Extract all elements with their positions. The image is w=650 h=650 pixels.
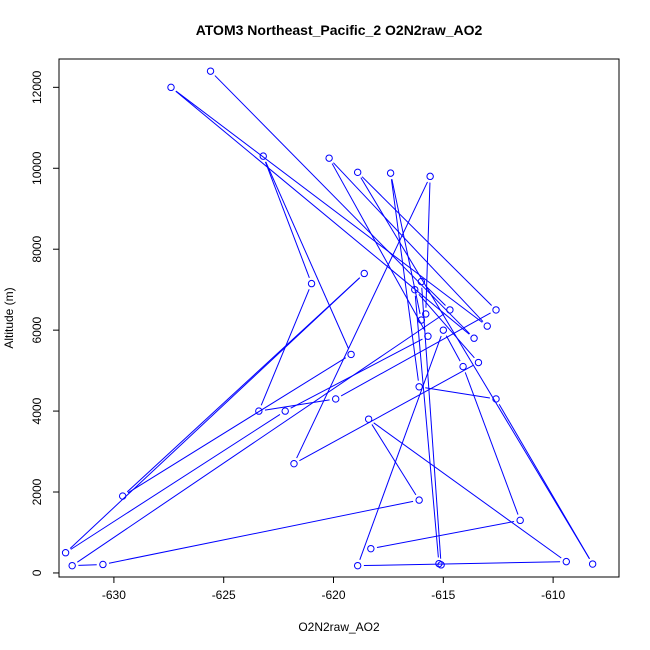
data-point bbox=[483, 322, 491, 330]
x-tick-label: -620 bbox=[321, 588, 345, 602]
x-tick-label: -615 bbox=[431, 588, 455, 602]
series-segment bbox=[361, 176, 492, 306]
chart-title: ATOM3 Northeast_Pacific_2 O2N2raw_AO2 bbox=[196, 22, 483, 38]
y-tick-label: 12000 bbox=[30, 70, 44, 104]
x-tick-label: -630 bbox=[102, 588, 126, 602]
series-segment bbox=[418, 294, 475, 359]
series-segment bbox=[464, 372, 519, 515]
series-segment bbox=[425, 285, 446, 306]
series-segment bbox=[391, 179, 421, 315]
data-point bbox=[118, 492, 127, 500]
series-segment bbox=[373, 422, 562, 559]
data-point bbox=[259, 152, 267, 160]
data-point bbox=[332, 395, 340, 403]
data-point bbox=[437, 561, 445, 569]
data-point bbox=[426, 172, 434, 181]
data-point bbox=[68, 561, 76, 570]
data-point bbox=[417, 277, 426, 286]
series-segment bbox=[175, 90, 470, 335]
data-point bbox=[417, 316, 426, 324]
data-point bbox=[360, 269, 368, 278]
series-segment bbox=[425, 387, 490, 399]
series-segment bbox=[363, 561, 561, 567]
data-point bbox=[492, 395, 500, 403]
x-tick-label: -610 bbox=[541, 588, 565, 602]
data-point bbox=[290, 459, 298, 468]
series-segment bbox=[78, 564, 97, 566]
data-series bbox=[61, 67, 597, 570]
series-segment bbox=[331, 163, 426, 332]
series-segment bbox=[108, 500, 414, 564]
data-point bbox=[474, 358, 483, 367]
series-segment bbox=[265, 161, 350, 349]
series-segment bbox=[264, 161, 310, 278]
series-segment bbox=[376, 521, 515, 549]
series-segment bbox=[70, 414, 281, 550]
data-point bbox=[167, 83, 175, 92]
y-tick-label: 6000 bbox=[30, 316, 44, 343]
series-segment bbox=[69, 277, 361, 549]
x-axis: -630 -625 -620 -615 -610 bbox=[102, 577, 565, 602]
data-point bbox=[422, 310, 430, 318]
data-point bbox=[364, 415, 373, 423]
data-point bbox=[415, 496, 423, 504]
series-segment bbox=[359, 335, 442, 561]
data-point bbox=[562, 557, 570, 566]
series-segment bbox=[498, 404, 590, 559]
y-tick-label: 0 bbox=[30, 569, 44, 576]
data-point bbox=[446, 306, 454, 314]
series-segment bbox=[214, 75, 471, 335]
data-point bbox=[588, 560, 597, 568]
series-segment bbox=[175, 90, 483, 323]
series-segment bbox=[390, 179, 419, 381]
series-segment bbox=[127, 357, 347, 494]
y-axis: 0 2000 4000 6000 8000 10000 12000 bbox=[30, 70, 59, 576]
data-point bbox=[424, 332, 432, 340]
series-segment bbox=[77, 312, 446, 563]
data-point bbox=[255, 407, 263, 415]
series-segment bbox=[264, 399, 330, 411]
plot-frame bbox=[58, 58, 620, 578]
y-axis-label: Altitude (m) bbox=[2, 287, 16, 348]
series-segment bbox=[445, 335, 461, 362]
series-segment bbox=[333, 162, 484, 322]
series-segment bbox=[371, 424, 417, 496]
data-point bbox=[325, 154, 333, 162]
data-point bbox=[386, 169, 395, 177]
y-tick-label: 8000 bbox=[30, 236, 44, 263]
data-point bbox=[347, 350, 355, 359]
data-point bbox=[61, 549, 70, 557]
data-point bbox=[470, 334, 478, 342]
x-tick-label: -625 bbox=[212, 588, 236, 602]
data-point bbox=[99, 560, 107, 569]
series-segment bbox=[299, 365, 474, 462]
data-point bbox=[516, 516, 524, 525]
data-point bbox=[206, 67, 215, 75]
data-point bbox=[459, 362, 467, 371]
data-point bbox=[367, 544, 375, 553]
y-tick-label: 10000 bbox=[30, 151, 44, 185]
data-point bbox=[415, 383, 423, 391]
data-point bbox=[411, 285, 419, 294]
data-point bbox=[281, 407, 289, 415]
series-segment bbox=[360, 177, 590, 559]
series-segment bbox=[260, 289, 310, 406]
data-point bbox=[492, 306, 500, 314]
data-point bbox=[353, 561, 362, 570]
series-segment bbox=[296, 181, 428, 459]
data-point bbox=[439, 326, 448, 334]
y-tick-label: 2000 bbox=[30, 478, 44, 505]
data-point bbox=[353, 168, 362, 177]
y-tick-label: 4000 bbox=[30, 397, 44, 424]
series-segment bbox=[421, 287, 442, 559]
series-segment bbox=[340, 312, 491, 397]
series-segment bbox=[126, 277, 361, 493]
x-axis-label: O2N2raw_AO2 bbox=[298, 620, 380, 634]
data-point bbox=[307, 279, 316, 288]
series-segment bbox=[414, 295, 439, 558]
